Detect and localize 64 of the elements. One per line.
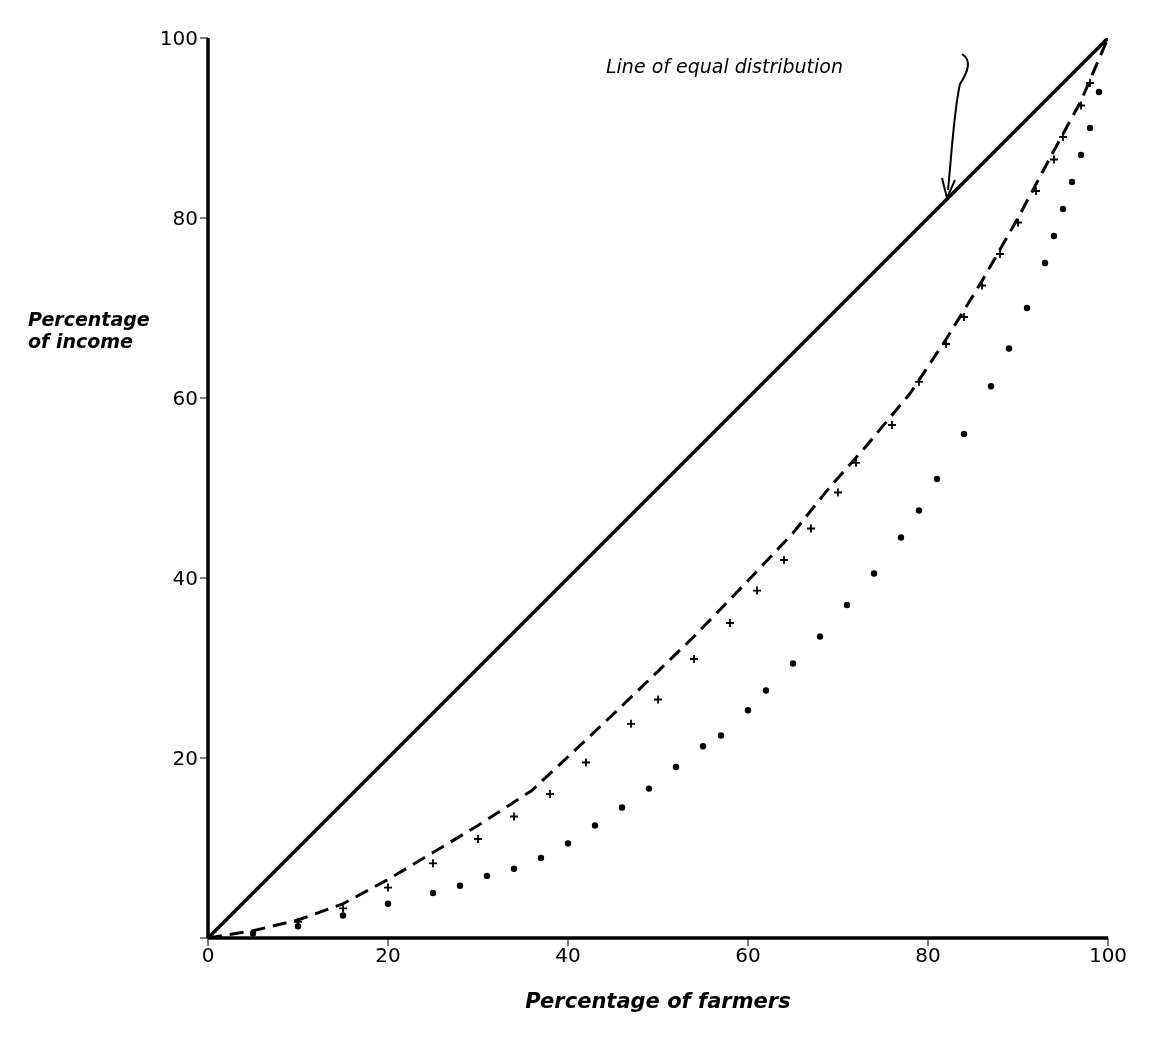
point bbox=[1059, 205, 1067, 213]
point bbox=[941, 339, 951, 349]
point bbox=[762, 687, 770, 694]
point bbox=[933, 475, 941, 483]
point bbox=[537, 854, 545, 862]
point bbox=[591, 822, 599, 829]
point bbox=[249, 930, 257, 937]
y-tick-label: 80 bbox=[172, 206, 198, 231]
point bbox=[1068, 178, 1076, 186]
point bbox=[987, 383, 995, 390]
point bbox=[456, 882, 464, 889]
point bbox=[960, 430, 968, 438]
point bbox=[1077, 151, 1085, 159]
point bbox=[689, 654, 699, 664]
point bbox=[339, 912, 347, 919]
point bbox=[618, 804, 626, 811]
point bbox=[779, 555, 789, 565]
y-axis-title: Percentage of income bbox=[28, 308, 151, 352]
point bbox=[1041, 259, 1049, 267]
point bbox=[752, 585, 762, 596]
point bbox=[428, 858, 438, 869]
point bbox=[473, 834, 483, 844]
x-tick-label: 100 bbox=[1088, 943, 1128, 968]
point bbox=[545, 789, 555, 799]
y-tick-label: 40 bbox=[172, 566, 198, 591]
point bbox=[626, 718, 636, 729]
point bbox=[887, 420, 897, 430]
point bbox=[1023, 304, 1031, 312]
y-tick-label: 20 bbox=[172, 746, 198, 771]
point bbox=[1085, 78, 1095, 88]
point bbox=[1050, 232, 1058, 240]
x-axis-title: Percentage of farmers bbox=[525, 989, 791, 1013]
point bbox=[384, 900, 392, 907]
y-tick-label: 100 bbox=[159, 26, 198, 51]
point bbox=[995, 249, 1005, 259]
point bbox=[1095, 88, 1103, 96]
x-tick-label: 60 bbox=[735, 943, 761, 968]
x-tick-label: 40 bbox=[555, 943, 581, 968]
point bbox=[914, 376, 924, 387]
point bbox=[725, 618, 735, 628]
point bbox=[870, 570, 878, 577]
point bbox=[645, 785, 653, 792]
point bbox=[915, 507, 923, 514]
point bbox=[699, 743, 707, 750]
point bbox=[897, 534, 905, 541]
point bbox=[483, 872, 491, 880]
point bbox=[1086, 124, 1094, 132]
point bbox=[789, 660, 797, 667]
x-tick-label: 20 bbox=[375, 943, 401, 968]
point bbox=[510, 865, 518, 872]
point bbox=[383, 882, 393, 893]
point bbox=[672, 763, 680, 771]
x-tick-label: 80 bbox=[915, 943, 941, 968]
point bbox=[744, 707, 752, 714]
y-tick-label: 60 bbox=[172, 386, 198, 411]
point bbox=[564, 840, 572, 847]
annotation: Line of equal distribution bbox=[606, 55, 844, 77]
point bbox=[1005, 345, 1013, 352]
x-tick-label: 0 bbox=[201, 943, 215, 968]
point bbox=[429, 889, 437, 897]
point bbox=[816, 633, 824, 640]
point bbox=[294, 923, 302, 930]
point bbox=[843, 601, 851, 609]
point bbox=[717, 732, 725, 739]
